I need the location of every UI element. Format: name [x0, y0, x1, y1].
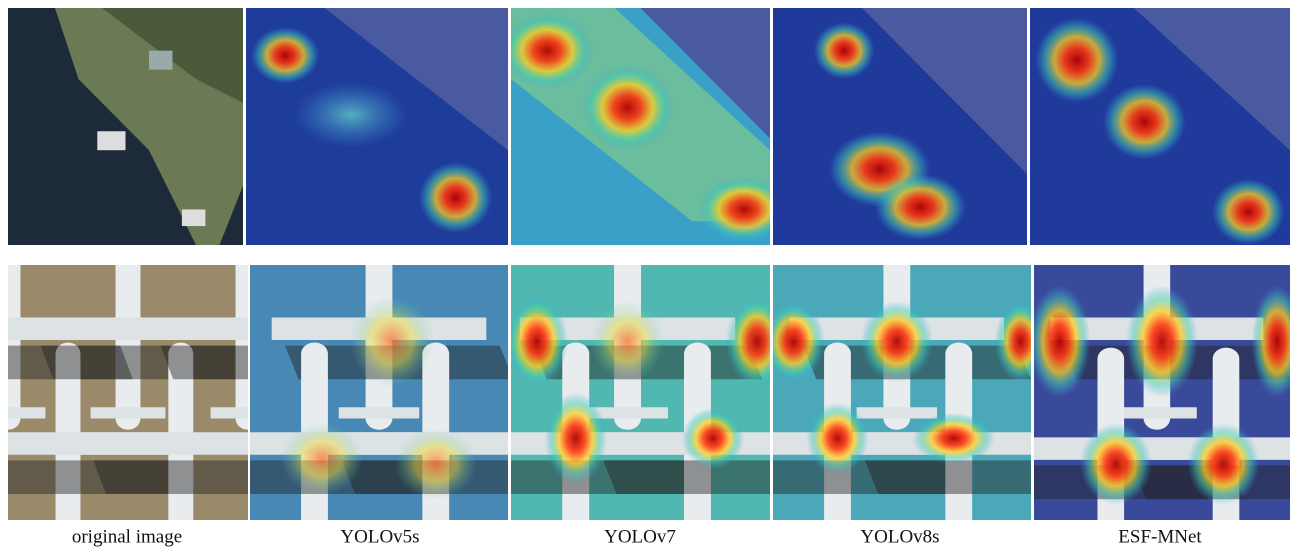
yolov8s-heatmap-1: [773, 8, 1027, 245]
caption: YOLOv8s: [860, 526, 939, 547]
caption: ESF-MNet: [1118, 526, 1202, 547]
figure: original image YOLOv5s YOLOv7 YOLOv8s ES…: [0, 0, 1294, 547]
caption: YOLOv7: [604, 526, 676, 547]
esf-mnet-heatmap-2: [1004, 228, 1294, 547]
yolov5s-heatmap-1: [246, 8, 508, 245]
esf-mnet-heatmap-1: [1030, 8, 1290, 245]
original-image-1: [8, 8, 243, 245]
caption: YOLOv5s: [340, 526, 419, 547]
yolov7-heatmap-1: [501, 8, 791, 245]
caption: original image: [72, 526, 182, 547]
